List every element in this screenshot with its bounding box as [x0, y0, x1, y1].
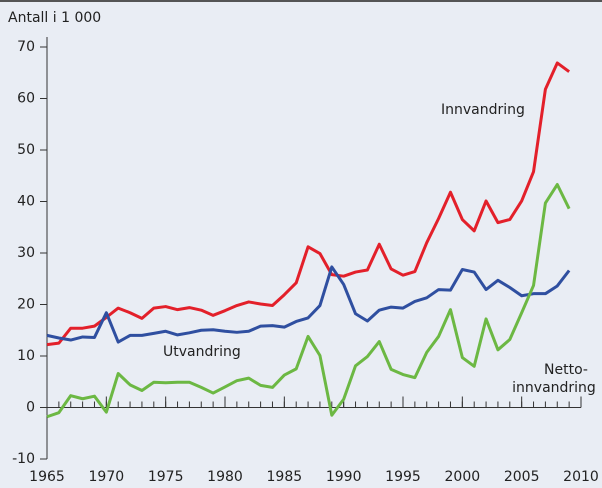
- y-tick-label: 70: [17, 39, 35, 55]
- series-label: Netto-: [544, 362, 588, 378]
- series-line: [46, 183, 571, 419]
- x-tick-label: 2000: [445, 469, 481, 485]
- y-tick-label: 30: [17, 245, 35, 261]
- y-tick-label: 10: [17, 348, 35, 364]
- x-tick-label: 1985: [267, 469, 303, 485]
- y-tick-label: 60: [17, 91, 35, 107]
- y-tick-label: 40: [17, 194, 35, 210]
- x-tick-label: 2005: [504, 469, 540, 485]
- x-tick-label: 1970: [89, 469, 125, 485]
- y-tick-label: -10: [12, 451, 35, 467]
- y-axis-label: Antall i 1 000: [8, 10, 101, 26]
- x-tick-label: 1995: [385, 469, 421, 485]
- y-tick-label: 0: [26, 400, 35, 416]
- y-tick-label: 20: [17, 297, 35, 313]
- x-tick-label: 1965: [29, 469, 65, 485]
- x-tick-label: 1980: [207, 469, 243, 485]
- x-tick-label: 1990: [326, 469, 362, 485]
- series-label: innvandring: [512, 380, 596, 396]
- series-line: [46, 61, 571, 347]
- series-line: [46, 265, 571, 344]
- series-label: Utvandring: [163, 344, 241, 360]
- x-tick-label: 1975: [148, 469, 184, 485]
- x-tick-label: 2010: [563, 469, 599, 485]
- series-label: Innvandring: [441, 102, 525, 118]
- y-tick-label: 50: [17, 142, 35, 158]
